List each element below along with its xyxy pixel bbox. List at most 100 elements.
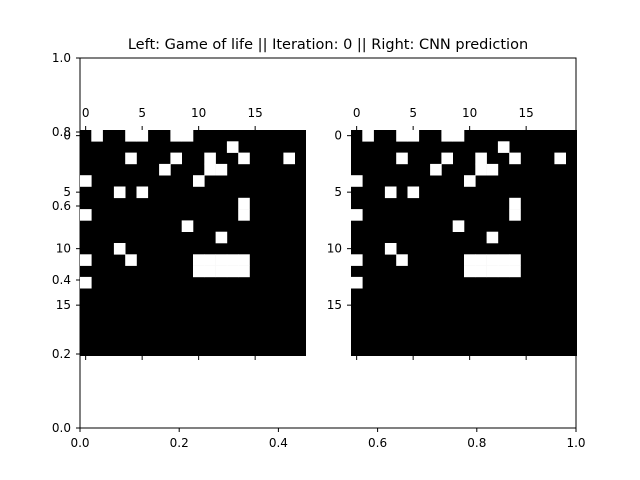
heatmap-cell	[193, 265, 205, 278]
heatmap-cell	[170, 130, 182, 142]
x-tick-label: 0.2	[170, 436, 189, 450]
heatmap-cell	[475, 265, 487, 278]
heatmap-cell	[351, 276, 363, 289]
heatmap-cell	[215, 163, 228, 176]
heatmap-cell	[441, 152, 453, 165]
panel-x-tick-label: 0	[82, 106, 90, 120]
x-tick-label: 0.8	[467, 436, 486, 450]
panel-x-tick-label: 0	[353, 106, 361, 120]
heatmap-cell	[452, 220, 465, 232]
outer-axes: 0.0 0.2 0.4 0.6 0.8 1.0 0.0 0.2 0.4 0.6 0.8 1.0	[52, 51, 586, 450]
panel-y-tick-label: 5	[334, 185, 342, 199]
heatmap-panels: 0 5 10 15 0 5 10 15 0 5 10 15 0 5 10 15	[56, 106, 577, 360]
heatmap-cell	[486, 254, 499, 266]
heatmap-cell	[226, 265, 239, 278]
heatmap-cell	[215, 265, 228, 278]
panel-x-tick-label: 15	[248, 106, 263, 120]
y-tick-label: 0.6	[52, 199, 71, 213]
heatmap-cell	[407, 186, 420, 199]
heatmap-panel: 0 5 10 15 0 5 10 15	[56, 106, 306, 360]
heatmap-cell	[193, 254, 205, 266]
heatmap-cell	[497, 254, 510, 266]
heatmap-cell	[475, 152, 487, 165]
heatmap-cell	[226, 254, 239, 266]
heatmap-cell	[204, 265, 216, 278]
heatmap-cell	[407, 130, 420, 142]
heatmap-cell	[351, 254, 363, 266]
panel-y-tick-label: 0	[63, 129, 71, 143]
x-tick-label: 1.0	[566, 436, 585, 450]
y-tick-label: 0.0	[52, 421, 71, 435]
heatmap-cell	[396, 130, 408, 142]
heatmap-cell	[238, 254, 250, 266]
heatmap-cell	[486, 231, 499, 244]
panel-x-tick-label: 5	[138, 106, 146, 120]
panel-x-tick-label: 5	[409, 106, 417, 120]
y-tick-label: 0.4	[52, 273, 71, 287]
heatmap-cell	[396, 254, 408, 266]
heatmap-cell	[80, 175, 92, 187]
heatmap-cell	[509, 254, 521, 266]
heatmap-cell	[441, 130, 453, 142]
heatmap-cell	[91, 130, 103, 142]
heatmap-cell	[351, 209, 363, 221]
heatmap-cell	[159, 163, 171, 176]
panel-x-tick-label: 10	[191, 106, 206, 120]
heatmap-cell	[464, 175, 476, 187]
heatmap-cell	[452, 130, 465, 142]
heatmap-cell	[384, 243, 397, 255]
heatmap-cell	[125, 130, 137, 142]
heatmap-cell	[193, 175, 205, 187]
heatmap-cell	[238, 197, 250, 210]
heatmap-cell	[283, 152, 295, 165]
heatmap-panel: 0 5 10 15 0 5 10 15	[327, 106, 577, 360]
heatmap-cell	[509, 265, 521, 278]
heatmap-cell	[204, 163, 216, 176]
heatmap-cell	[475, 163, 487, 176]
heatmap-cell	[80, 254, 92, 266]
heatmap-cell	[475, 254, 487, 266]
panel-x-tick-label: 10	[462, 106, 477, 120]
heatmap-cell	[170, 152, 182, 165]
panel-x-tick-label: 15	[519, 106, 534, 120]
panel-y-tick-label: 0	[334, 129, 342, 143]
heatmap-cell	[384, 186, 397, 199]
panel-y-tick-label: 10	[56, 242, 71, 256]
heatmap-cell	[238, 265, 250, 278]
panel-y-tick-label: 5	[63, 185, 71, 199]
heatmap-cell	[136, 130, 149, 142]
heatmap-cell	[215, 254, 228, 266]
heatmap-cell	[238, 209, 250, 221]
heatmap-cell	[464, 265, 476, 278]
y-tick-label: 0.2	[52, 347, 71, 361]
heatmap-cell	[497, 141, 510, 153]
heatmap-cell	[351, 175, 363, 187]
heatmap-cell	[238, 152, 250, 165]
heatmap-cell	[486, 163, 499, 176]
heatmap-cell	[80, 209, 92, 221]
heatmap-cell	[497, 265, 510, 278]
heatmap-cell	[181, 220, 194, 232]
heatmap-cell	[181, 130, 194, 142]
heatmap-cell	[215, 231, 228, 244]
heatmap-cell	[113, 243, 126, 255]
heatmap-cell	[430, 163, 442, 176]
heatmap-cell	[486, 265, 499, 278]
heatmap-cell	[125, 254, 137, 266]
heatmap-cell	[509, 209, 521, 221]
x-tick-label: 0.4	[269, 436, 288, 450]
heatmap-cell	[464, 254, 476, 266]
panel-y-tick-label: 10	[327, 242, 342, 256]
heatmap-cell	[204, 152, 216, 165]
heatmap-cell	[136, 186, 149, 199]
y-tick-label: 1.0	[52, 51, 71, 65]
panel-y-tick-label: 15	[56, 298, 71, 312]
chart-title: Left: Game of life || Iteration: 0 || Ri…	[128, 37, 528, 53]
heatmap-cell	[125, 152, 137, 165]
heatmap-cell	[554, 152, 566, 165]
heatmap-cell	[509, 152, 521, 165]
y-tick-label: 0.8	[52, 125, 71, 139]
x-tick-label: 0.6	[368, 436, 387, 450]
heatmap-cell	[204, 254, 216, 266]
